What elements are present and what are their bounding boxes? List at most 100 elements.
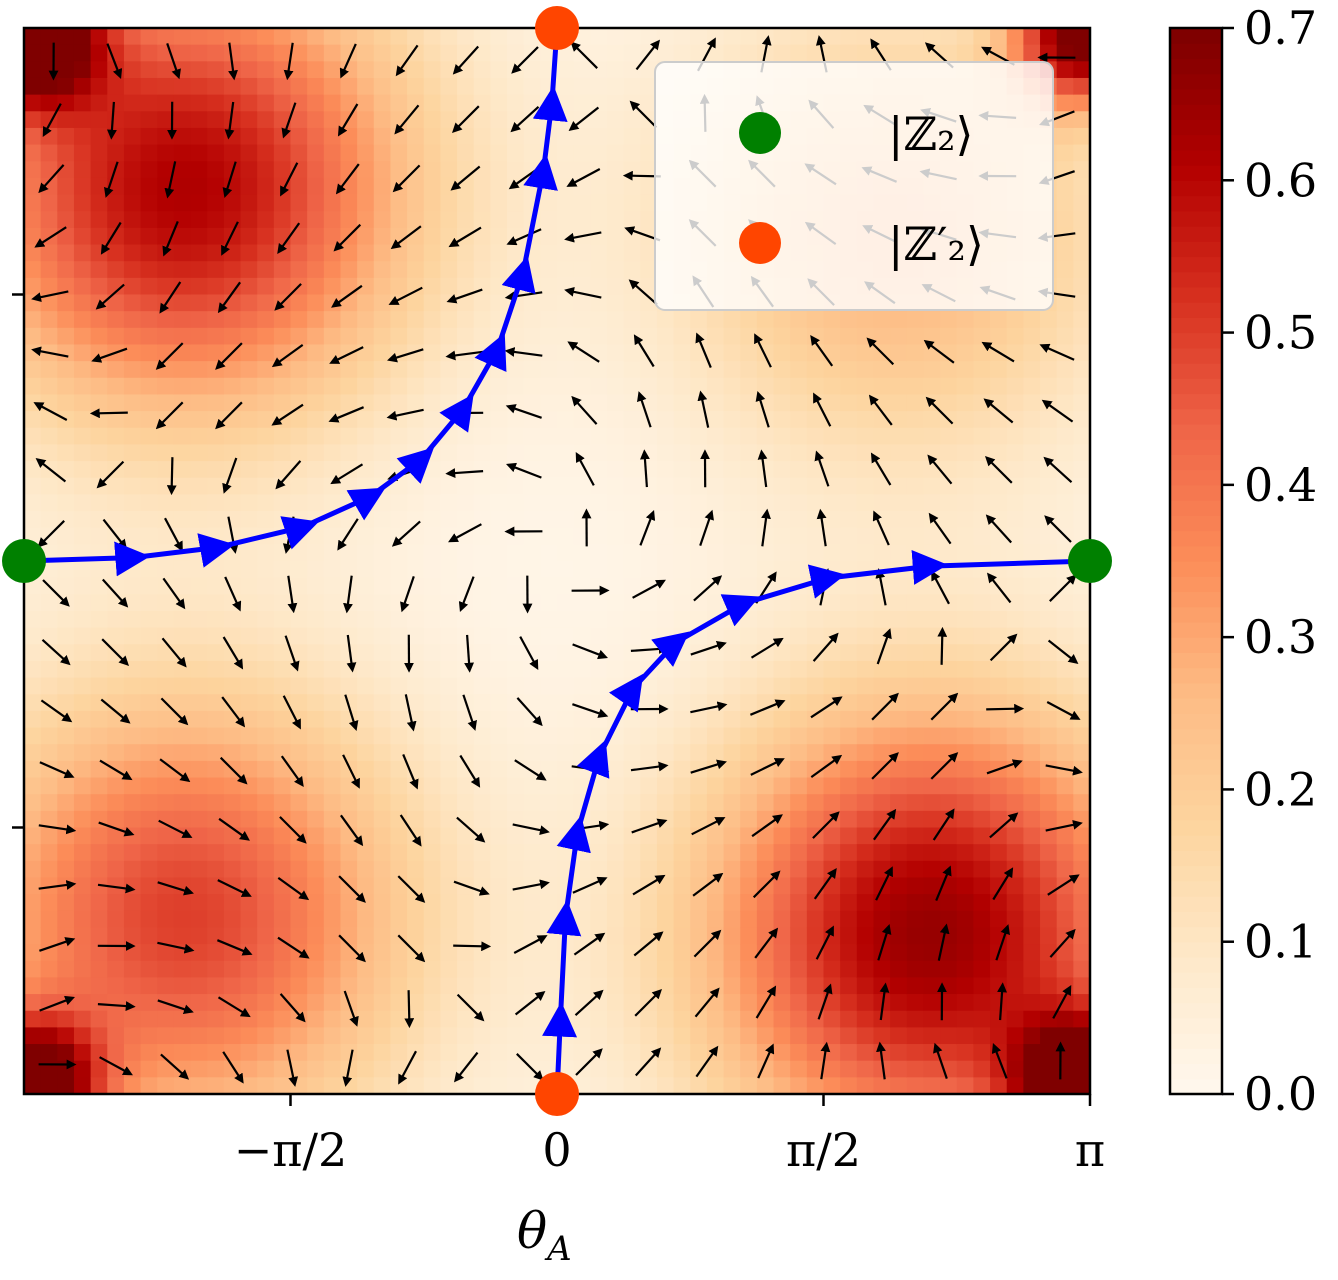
- heatmap-cell: [906, 344, 925, 362]
- heatmap-cell: [640, 377, 658, 396]
- heatmap-cell: [557, 411, 575, 429]
- heatmap-cell: [140, 111, 158, 129]
- heatmap-cell: [840, 377, 858, 396]
- heatmap-cell: [806, 1077, 825, 1094]
- heatmap-cell: [906, 28, 925, 46]
- heatmap-cell: [1023, 411, 1041, 429]
- heatmap-cell: [690, 977, 708, 995]
- heatmap-cell: [656, 1010, 675, 1028]
- heatmap-cell: [1040, 727, 1058, 745]
- heatmap-cell: [57, 244, 75, 262]
- heatmap-cell: [1056, 127, 1074, 146]
- quiver-arrow: [339, 43, 357, 79]
- heatmap-cell: [906, 494, 925, 512]
- heatmap-cell: [140, 477, 158, 495]
- heatmap-cell: [190, 111, 208, 129]
- heatmap-cell: [24, 327, 42, 346]
- heatmap-cell: [90, 261, 108, 279]
- heatmap-cell: [57, 344, 75, 362]
- heatmap-cell: [473, 177, 491, 196]
- heatmap-cell: [906, 477, 925, 495]
- heatmap-cell: [257, 994, 275, 1012]
- heatmap-cell: [24, 1027, 42, 1045]
- quiver-arrow: [404, 990, 415, 1029]
- heatmap-cell: [90, 227, 108, 246]
- heatmap-cell: [523, 694, 541, 712]
- heatmap-cell: [623, 127, 641, 146]
- heatmap-cell: [840, 1044, 858, 1062]
- heatmap-cell: [390, 427, 408, 446]
- heatmap-cell: [490, 544, 508, 562]
- heatmap-cell: [157, 194, 175, 212]
- heatmap-cell: [307, 244, 325, 262]
- heatmap-cell: [490, 1027, 508, 1045]
- heatmap-cell: [790, 944, 808, 962]
- heatmap-cell: [706, 944, 725, 962]
- heatmap-cell: [940, 744, 958, 762]
- heatmap-cell: [473, 44, 491, 62]
- heatmap-cell: [507, 894, 525, 912]
- quiver-arrow: [814, 450, 830, 487]
- heatmap-cell: [956, 994, 975, 1012]
- heatmap-cell: [1006, 28, 1024, 46]
- heatmap-cell: [407, 727, 425, 745]
- heatmap-cell: [606, 477, 625, 495]
- heatmap-cell: [623, 61, 641, 79]
- quiver-arrow: [159, 758, 191, 783]
- heatmap-cell: [1073, 610, 1090, 629]
- heatmap-cell: [840, 727, 858, 745]
- heatmap-cell: [956, 694, 975, 712]
- heatmap-cell: [840, 844, 858, 862]
- heatmap-cell: [806, 844, 825, 862]
- heatmap-cell: [240, 177, 258, 196]
- heatmap-cell: [723, 644, 741, 662]
- heatmap-cell: [240, 77, 258, 96]
- heatmap-cell: [773, 527, 791, 545]
- heatmap-cell: [273, 760, 292, 779]
- heatmap-cell: [24, 194, 42, 212]
- heatmap-cell: [457, 311, 475, 329]
- heatmap-cell: [40, 694, 58, 712]
- heatmap-cell: [806, 527, 825, 545]
- heatmap-cell: [490, 211, 508, 229]
- heatmap-cell: [457, 644, 475, 662]
- heatmap-cell: [207, 444, 225, 462]
- heatmap-cell: [723, 694, 741, 712]
- heatmap-cell: [340, 477, 358, 495]
- heatmap-cell: [773, 561, 791, 579]
- heatmap-cell: [473, 760, 491, 779]
- heatmap-cell: [457, 127, 475, 146]
- heatmap-cell: [140, 927, 158, 945]
- heatmap-cell: [207, 411, 225, 429]
- heatmap-cell: [223, 977, 242, 995]
- heatmap-cell: [840, 1077, 858, 1094]
- heatmap-cell: [1006, 727, 1024, 745]
- heatmap-cell: [540, 444, 558, 462]
- heatmap-cell: [673, 960, 691, 979]
- heatmap-cell: [290, 327, 308, 346]
- heatmap-cell: [940, 327, 958, 346]
- heatmap-cell: [673, 944, 691, 962]
- heatmap-cell: [723, 411, 741, 429]
- heatmap-cell: [407, 144, 425, 162]
- heatmap-cell: [973, 777, 991, 795]
- heatmap-cell: [856, 927, 875, 945]
- heatmap-cell: [273, 494, 292, 512]
- heatmap-cell: [423, 361, 442, 379]
- heatmap-cell: [24, 844, 42, 862]
- heatmap-cell: [590, 994, 608, 1012]
- heatmap-cell: [173, 894, 192, 912]
- heatmap-cell: [273, 377, 292, 396]
- quiver-arrow: [453, 941, 492, 952]
- heatmap-cell: [24, 660, 42, 679]
- heatmap-cell: [473, 1077, 491, 1094]
- heatmap-cell: [873, 311, 891, 329]
- heatmap-cell: [107, 494, 125, 512]
- heatmap-cell: [1056, 627, 1074, 645]
- heatmap-cell: [740, 1027, 758, 1045]
- heatmap-cell: [157, 644, 175, 662]
- heatmap-cell: [873, 677, 891, 695]
- heatmap-cell: [390, 977, 408, 995]
- heatmap-cell: [890, 427, 908, 446]
- z2-prime-state-point: [535, 6, 579, 50]
